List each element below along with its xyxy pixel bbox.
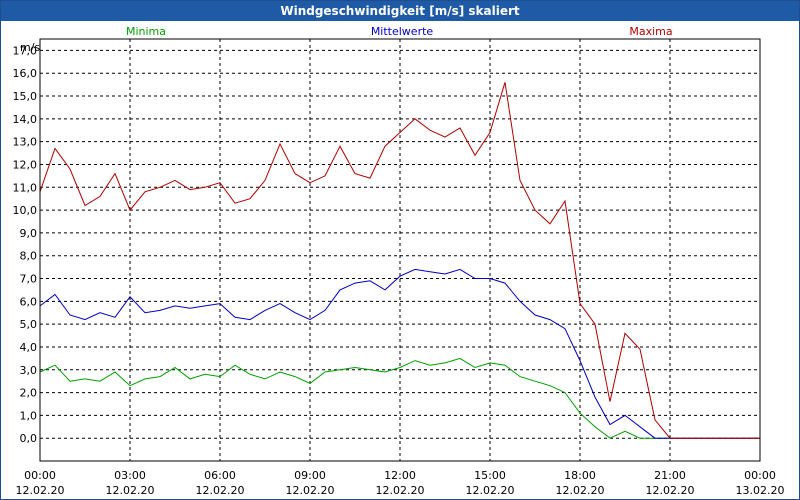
x-tick-time: 06:00 <box>204 469 236 482</box>
y-tick-label: 15,0 <box>13 90 38 103</box>
window-title: Windgeschwindigkeit [m/s] skaliert <box>1 1 799 21</box>
x-tick-time: 00:00 <box>744 469 776 482</box>
y-tick-label: 8,0 <box>20 250 38 263</box>
y-tick-label: 16,0 <box>13 67 38 80</box>
x-tick-date: 12.02.20 <box>106 484 155 497</box>
legend-mittelwerte: Mittelwerte <box>371 25 434 38</box>
x-tick-time: 12:00 <box>384 469 416 482</box>
y-tick-label: 2,0 <box>20 387 38 400</box>
y-axis-label: m/s <box>20 41 40 54</box>
x-tick-time: 21:00 <box>654 469 686 482</box>
x-tick-time: 09:00 <box>294 469 326 482</box>
y-tick-label: 14,0 <box>13 113 38 126</box>
x-tick-time: 15:00 <box>474 469 506 482</box>
plot-frame <box>39 38 761 462</box>
x-tick-date: 12.02.20 <box>466 484 515 497</box>
x-tick-date: 13.02.20 <box>736 484 785 497</box>
series-mittelwerte-line <box>39 268 760 439</box>
y-tick-label: 12,0 <box>13 158 38 171</box>
y-tick-label: 6,0 <box>20 295 38 308</box>
x-axis: 00:00 12.02.20 03:00 12.02.20 06:00 12.02.20 0… <box>16 469 785 497</box>
y-tick-label: 4,0 <box>20 341 38 354</box>
y-tick-label: 17,0 <box>13 44 38 57</box>
x-tick-time: 18:00 <box>564 469 596 482</box>
series-minima-line <box>39 357 760 439</box>
y-tick-label: 13,0 <box>13 136 38 149</box>
x-tick-date: 12.02.20 <box>376 484 425 497</box>
y-axis: 0,0 1,0 2,0 3,0 4,0 5,0 6,0 7,0 8,0 9,0 10,0 11,0 12… <box>13 44 38 445</box>
x-tick-date: 12.02.20 <box>556 484 605 497</box>
x-tick-date: 12.02.20 <box>16 484 65 497</box>
legend-minima: Minima <box>126 25 166 38</box>
y-tick-label: 9,0 <box>20 227 38 240</box>
grid <box>40 39 760 461</box>
y-tick-label: 1,0 <box>20 409 38 422</box>
x-tick-time: 00:00 <box>24 469 56 482</box>
legend-maxima: Maxima <box>629 25 672 38</box>
series-group <box>39 82 760 439</box>
y-tick-label: 5,0 <box>20 318 38 331</box>
x-tick-date: 12.02.20 <box>646 484 695 497</box>
x-tick-date: 12.02.20 <box>286 484 335 497</box>
y-tick-label: 11,0 <box>13 181 38 194</box>
series-maxima-line <box>39 82 760 439</box>
y-tick-label: 7,0 <box>20 273 38 286</box>
x-tick-date: 12.02.20 <box>196 484 245 497</box>
x-tick-time: 03:00 <box>114 469 146 482</box>
y-tick-label: 10,0 <box>13 204 38 217</box>
y-tick-label: 3,0 <box>20 364 38 377</box>
y-tick-label: 0,0 <box>20 432 38 445</box>
